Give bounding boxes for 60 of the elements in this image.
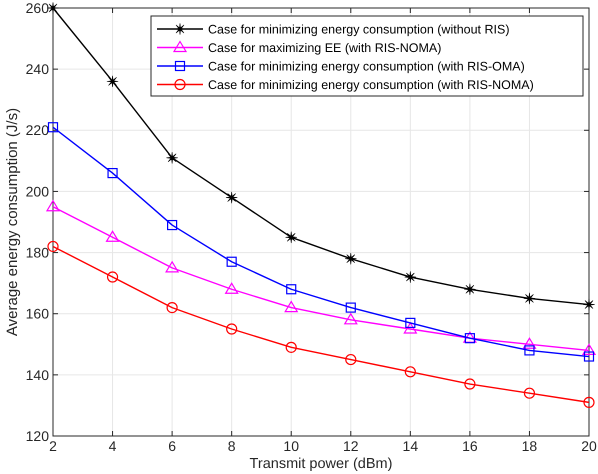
point xyxy=(226,323,238,335)
point xyxy=(285,231,298,244)
point xyxy=(404,271,416,283)
y-axis-title: Average energy consumption (J/s) xyxy=(4,108,21,336)
point xyxy=(166,261,179,272)
legend-label: Case for minimizing energy consumption (without RIS) xyxy=(208,22,510,36)
y-tick-label: 220 xyxy=(26,122,50,138)
y-tick-label: 140 xyxy=(26,366,50,383)
point xyxy=(284,301,298,312)
point xyxy=(286,284,296,294)
point xyxy=(225,282,238,294)
legend-label: Case for minimizing energy consumption (with RIS-NOMA) xyxy=(208,78,534,92)
x-tick-label: 6 xyxy=(168,438,176,454)
point xyxy=(344,313,358,324)
point xyxy=(167,220,178,230)
point xyxy=(524,388,536,399)
x-tick-label: 12 xyxy=(342,438,359,454)
point xyxy=(226,256,237,267)
point xyxy=(107,168,118,178)
point xyxy=(344,252,357,264)
point xyxy=(106,76,118,88)
x-tick-label: 16 xyxy=(462,438,478,454)
point xyxy=(584,351,594,362)
x-tick-label: 14 xyxy=(402,438,418,454)
point xyxy=(464,283,476,296)
point xyxy=(47,240,59,252)
point xyxy=(345,354,356,366)
legend-label: Case for maximizing EE (with RIS-NOMA) xyxy=(208,40,442,55)
x-tick-label: 4 xyxy=(108,438,117,454)
y-tick-label: 120 xyxy=(26,428,50,444)
point xyxy=(46,200,60,212)
point xyxy=(166,302,178,314)
point xyxy=(404,322,417,334)
x-tick-label: 18 xyxy=(522,438,538,454)
point xyxy=(226,192,238,204)
point xyxy=(464,378,476,390)
point xyxy=(48,122,58,132)
y-tick-label: 180 xyxy=(26,244,50,260)
point xyxy=(524,345,535,356)
point xyxy=(106,271,118,283)
y-tick-label: 200 xyxy=(26,183,50,200)
y-tick-label: 260 xyxy=(26,0,50,16)
x-tick-label: 20 xyxy=(581,438,597,454)
point xyxy=(583,298,595,310)
point xyxy=(582,344,596,355)
point xyxy=(166,152,178,164)
point xyxy=(583,396,595,408)
x-tick-label: 8 xyxy=(228,438,236,454)
x-axis-title: Transmit power (dBm) xyxy=(250,456,392,472)
legend-label: Case for minimizing energy consumption (with RIS-OMA) xyxy=(208,59,525,74)
x-tick-label: 10 xyxy=(283,438,300,454)
x-tick-label: 2 xyxy=(49,438,58,454)
point xyxy=(404,366,416,378)
y-tick-label: 160 xyxy=(26,306,50,322)
y-tick-label: 240 xyxy=(26,61,50,78)
point xyxy=(346,302,356,313)
point xyxy=(106,230,120,242)
point xyxy=(524,292,536,304)
point xyxy=(522,338,536,349)
point xyxy=(286,342,297,353)
